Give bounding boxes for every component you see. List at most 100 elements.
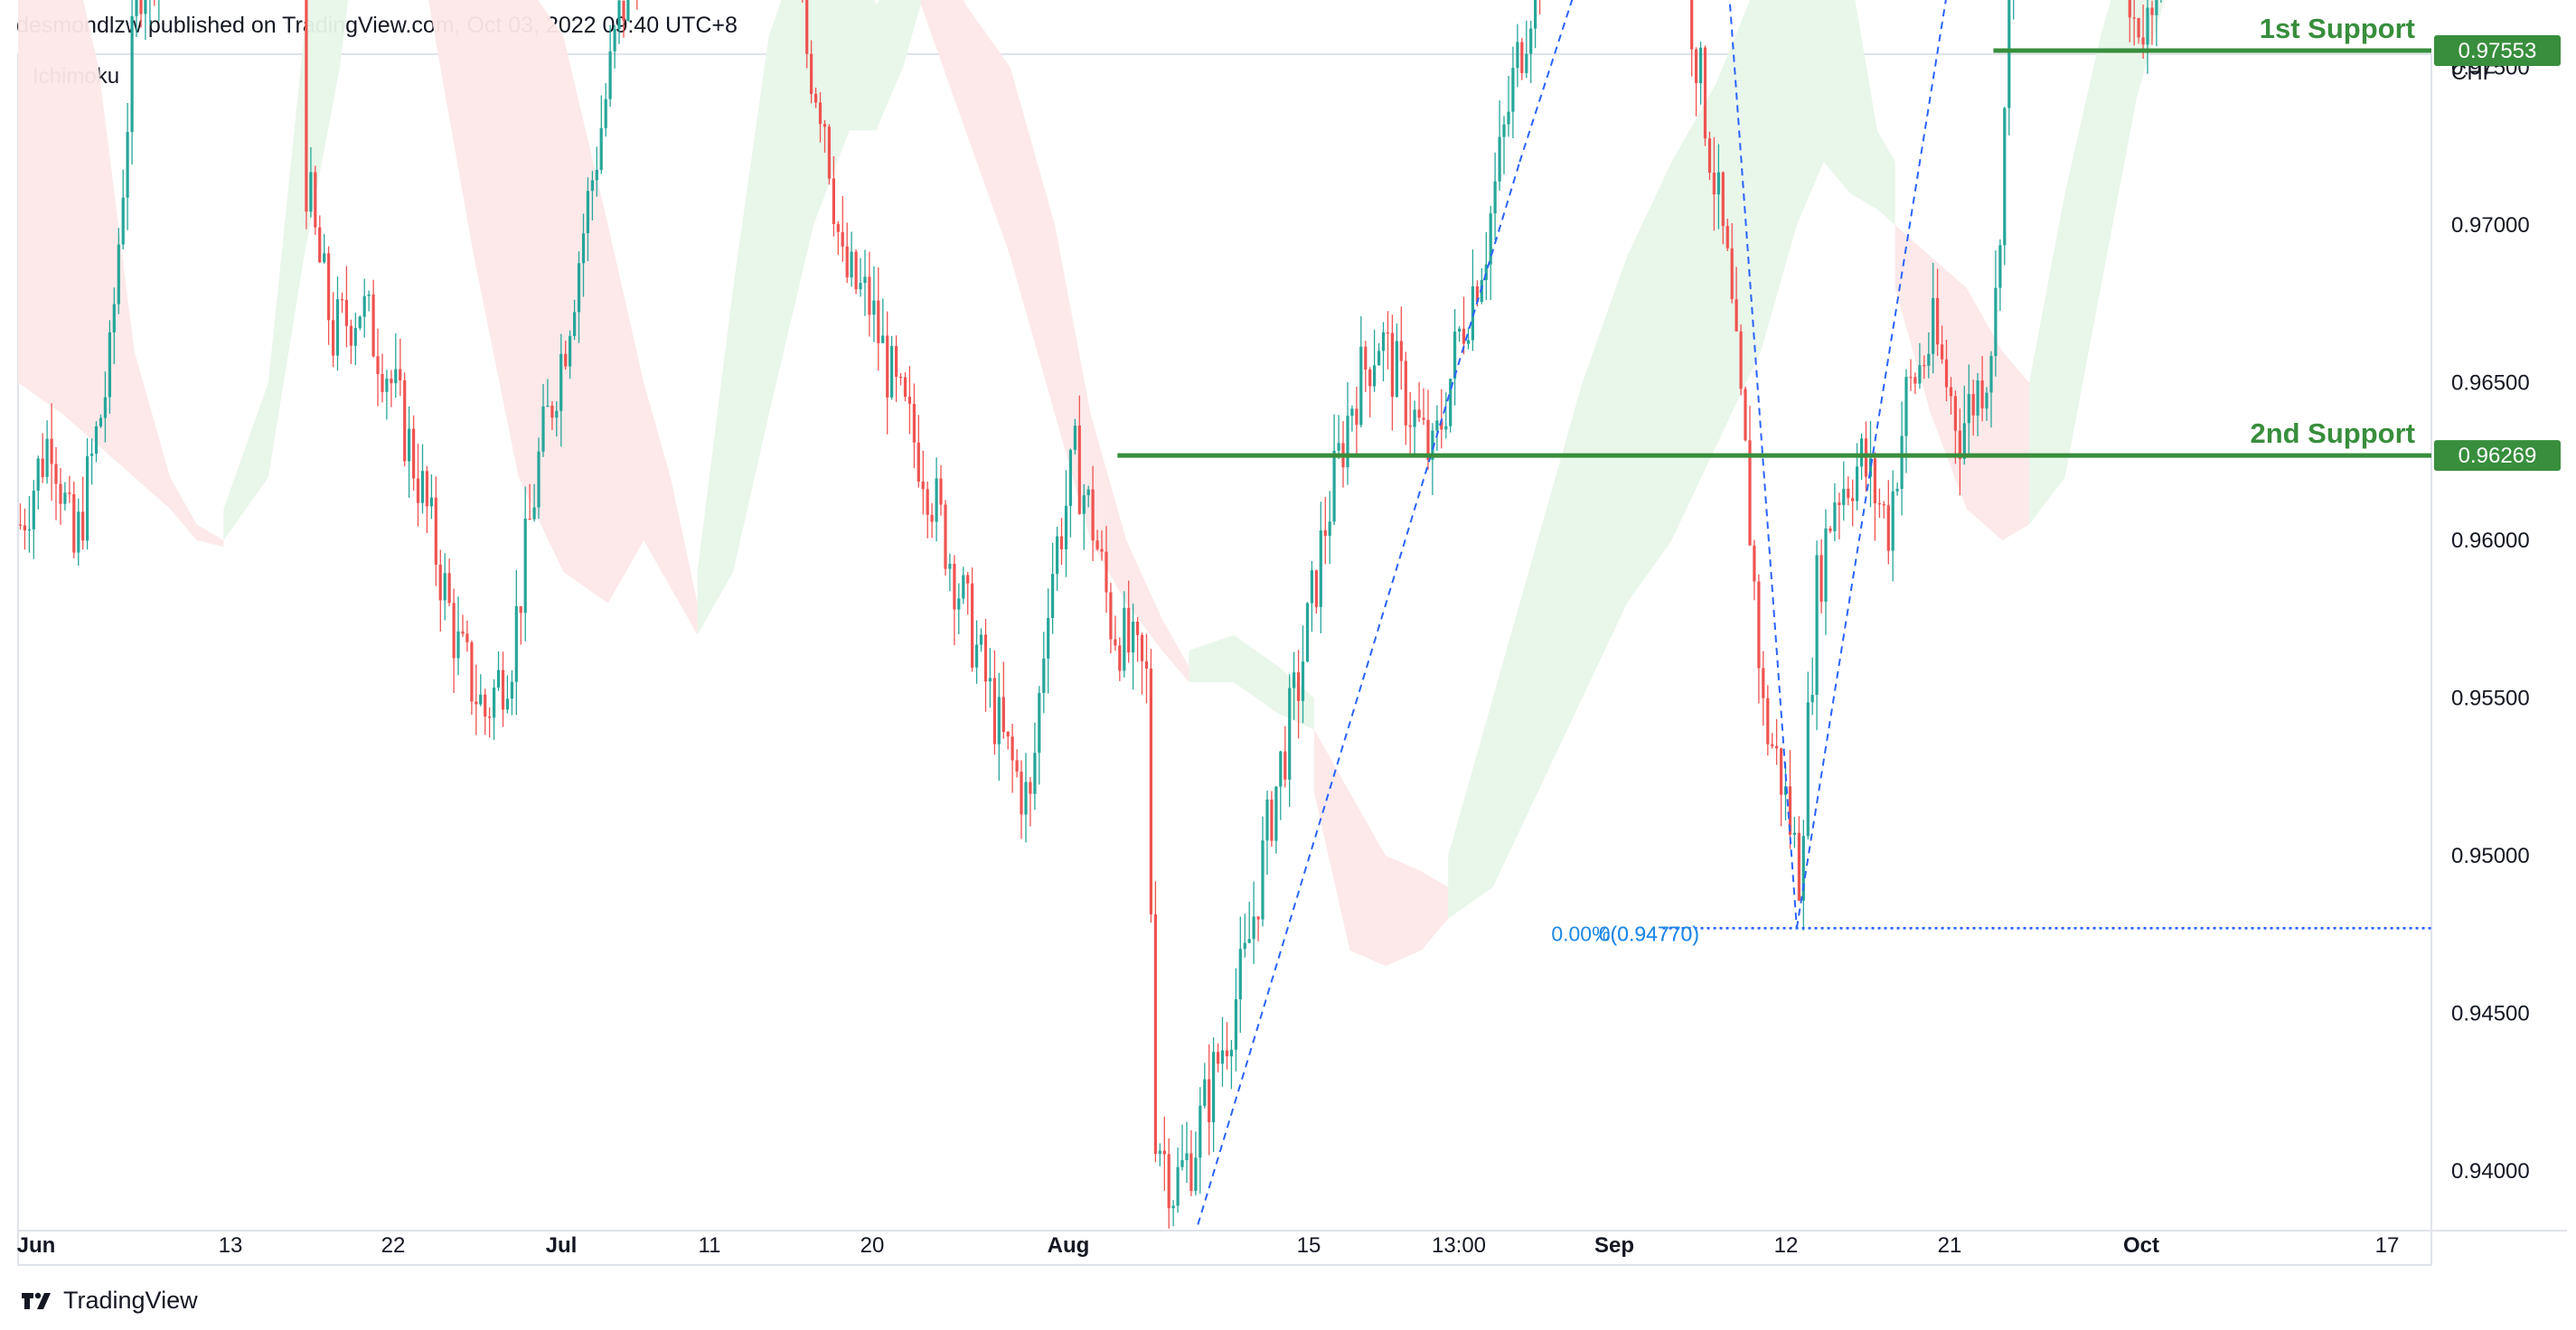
candle-body <box>1162 1150 1166 1155</box>
candle-body <box>358 316 362 328</box>
fib-label: 0(0.94770) <box>1599 922 1699 945</box>
candle-body <box>868 276 871 315</box>
candles <box>18 0 2162 1229</box>
candle-body <box>581 233 586 264</box>
candle-body <box>1431 430 1434 460</box>
candle-body <box>1422 417 1425 420</box>
candle-body <box>1998 245 2002 288</box>
candle-body <box>1252 916 1255 940</box>
cloud-segment <box>1313 729 1449 967</box>
candle-body <box>32 491 35 529</box>
candle-body <box>443 573 447 601</box>
candle-body <box>1243 942 1246 950</box>
candle-body <box>1971 394 1975 416</box>
price-badge: 0.96269 <box>2458 444 2537 468</box>
cloud-segment <box>428 0 698 635</box>
candle-body <box>1748 440 1752 546</box>
candle-body <box>72 493 76 553</box>
cloud-segment <box>920 0 1189 682</box>
candle-body <box>1011 736 1014 761</box>
candle-body <box>599 127 603 171</box>
candle-body <box>608 51 612 99</box>
candle-body <box>376 356 380 374</box>
x-tick-label: 13:00 <box>1432 1233 1486 1258</box>
candle-body <box>1189 1153 1193 1192</box>
candle-body <box>1109 592 1113 640</box>
candle-body <box>45 438 49 477</box>
trend-line-b <box>1518 0 1574 163</box>
y-tick-label: 0.97000 <box>2451 213 2530 238</box>
candle-body <box>1332 450 1336 522</box>
candle-body <box>332 320 335 356</box>
candle-body <box>1029 782 1032 794</box>
candle-body <box>1390 332 1394 398</box>
price-badge: 0.97553 <box>2458 39 2537 63</box>
candle-body <box>54 464 58 484</box>
candle-body <box>344 299 348 326</box>
candle-body <box>1064 505 1068 549</box>
candle-body <box>1788 786 1792 835</box>
candle-body <box>903 377 907 398</box>
candle-body <box>836 224 840 232</box>
candle-body <box>1453 331 1457 379</box>
candle-body <box>1976 380 1979 416</box>
candle-body <box>1458 328 1462 332</box>
candle-body <box>429 497 433 507</box>
candle-body <box>18 524 23 526</box>
candle-body <box>371 295 375 357</box>
cloud-segment <box>1189 634 1314 730</box>
candle-body <box>966 575 970 584</box>
x-tick-label: 21 <box>1938 1233 1962 1258</box>
candle-body <box>1225 1050 1229 1057</box>
candle-body <box>854 251 858 290</box>
candle-body <box>130 15 134 133</box>
candle-body <box>1158 1150 1161 1154</box>
candle-body <box>1801 836 1805 901</box>
candle-body <box>1171 1205 1175 1209</box>
candle-body <box>586 191 589 234</box>
candle-body <box>1471 286 1474 341</box>
candle-body <box>1762 668 1765 698</box>
candle-body <box>1936 297 1940 345</box>
candle-body <box>1449 379 1453 426</box>
candle-body <box>898 377 903 379</box>
candle-body <box>1355 408 1359 426</box>
candle-body <box>1368 369 1372 387</box>
candle-body <box>381 374 384 392</box>
candle-body <box>461 631 465 634</box>
candle-body <box>1212 1052 1216 1123</box>
price-axis: 1.000000.995000.990000.985000.980000.975… <box>2434 35 2561 1184</box>
candle-body <box>447 573 451 604</box>
candle-body <box>541 406 545 452</box>
candle-body <box>1346 416 1349 468</box>
cloud-segment <box>697 0 921 635</box>
candle-body <box>953 564 956 610</box>
candle-body <box>399 369 402 380</box>
candle-body <box>1167 1154 1170 1209</box>
candle-body <box>1753 545 1756 582</box>
candle-body <box>577 263 581 313</box>
candle-body <box>1868 458 1873 477</box>
candle-body <box>1217 1052 1220 1064</box>
candle-body <box>36 458 40 492</box>
x-tick-label: Oct <box>2123 1233 2159 1258</box>
candle-body <box>622 0 625 21</box>
trend-line-d <box>1795 0 1947 929</box>
candle-body <box>907 397 911 404</box>
candle-body <box>573 312 577 336</box>
candle-body <box>1056 536 1059 575</box>
x-tick-label: 22 <box>381 1233 406 1258</box>
candle-body <box>1502 124 1506 137</box>
candle-body <box>1847 489 1850 499</box>
candle-body <box>1020 771 1023 815</box>
candle-body <box>962 575 965 599</box>
candle-body <box>1015 760 1019 772</box>
candle-body <box>1489 213 1492 265</box>
candle-body <box>1712 173 1716 195</box>
candle-body <box>1792 832 1796 835</box>
candle-body <box>390 379 393 384</box>
candle-body <box>1730 248 1734 300</box>
candle-body <box>479 694 483 705</box>
candle-body <box>814 93 818 103</box>
